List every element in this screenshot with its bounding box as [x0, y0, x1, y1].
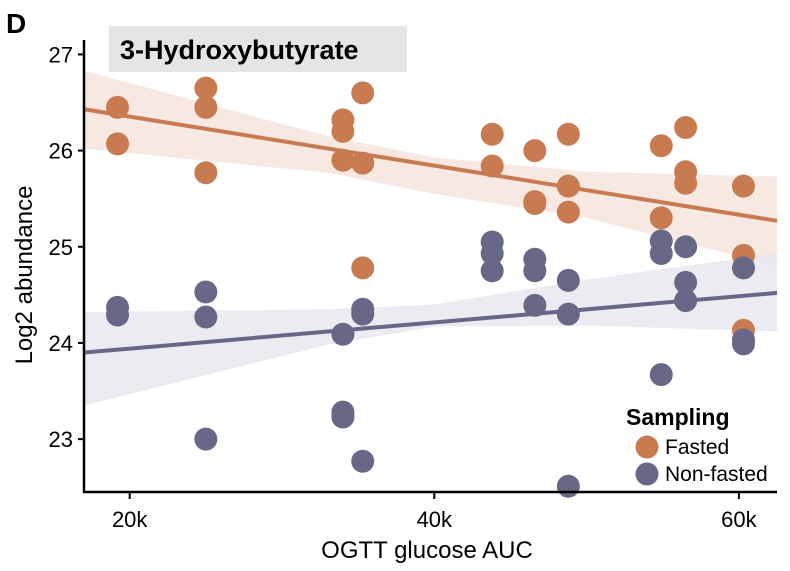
fasted-point [556, 200, 580, 224]
confidence-bands [84, 70, 777, 406]
plot-area [83, 70, 778, 498]
legend: Sampling Fasted Non-fasted [626, 404, 768, 486]
non-fasted-point [674, 235, 698, 259]
non-fasted-point [480, 241, 504, 265]
non-fasted-point [556, 268, 580, 292]
y-tick-label: 26 [49, 139, 73, 164]
non-fasted-point [106, 303, 130, 327]
y-tick-label: 23 [49, 427, 73, 452]
x-tick-label: 20k [112, 507, 148, 532]
fasted-point [106, 132, 130, 156]
y-axis-ticks: 23 24 25 26 27 [49, 42, 84, 452]
fasted-point [106, 95, 130, 119]
fasted-point [674, 171, 698, 195]
non-fasted-point [351, 302, 375, 326]
chart-title: 3-Hydroxybutyrate [120, 35, 359, 65]
fasted-legend-label: Fasted [665, 436, 729, 459]
fasted-point [351, 256, 375, 280]
fasted-point [523, 139, 547, 163]
data-points [106, 76, 755, 498]
non-fasted-point [731, 332, 755, 356]
fasted-point [194, 161, 218, 185]
non-fasted-regression-line [83, 290, 778, 355]
fasted-point [351, 81, 375, 105]
non-fasted-point [194, 427, 218, 451]
non-fasted-point [674, 270, 698, 294]
x-tick-label: 60k [721, 507, 757, 532]
non-fasted-legend-label: Non-fasted [665, 463, 768, 486]
non-fasted-point [331, 322, 355, 346]
fasted-point [351, 151, 375, 175]
non-fasted-point [556, 302, 580, 326]
non-fasted-point [194, 305, 218, 329]
y-tick-label: 24 [49, 331, 73, 356]
non-fasted-point [649, 363, 673, 387]
fasted-point [523, 191, 547, 215]
fasted-point [556, 122, 580, 146]
non-fasted-confidence-band [84, 253, 777, 406]
x-tick-label: 40k [417, 507, 453, 532]
y-tick-label: 25 [49, 235, 73, 260]
fasted-point [731, 174, 755, 198]
non-fasted-point [331, 405, 355, 429]
non-fasted-point [731, 256, 755, 280]
legend-items: Fasted Non-fasted [635, 435, 768, 486]
panel-letter: D [6, 8, 26, 39]
non-fasted-point [480, 259, 504, 283]
non-fasted-point [194, 280, 218, 304]
non-fasted-point [351, 449, 375, 473]
fasted-point [194, 76, 218, 100]
fasted-point [331, 148, 355, 172]
non-fasted-point [523, 293, 547, 317]
title-box [109, 26, 407, 72]
fasted-regression-line [83, 107, 778, 223]
x-axis-label: OGTT glucose AUC [321, 537, 533, 564]
fasted-point [674, 116, 698, 140]
fasted-confidence-band [84, 70, 777, 266]
fasted-point [649, 134, 673, 158]
non-fasted-point [556, 474, 580, 498]
non-fasted-legend-swatch [635, 462, 659, 486]
legend-title: Sampling [626, 404, 730, 430]
fasted-point [480, 122, 504, 146]
fasted-point [649, 206, 673, 230]
non-fasted-point [674, 289, 698, 313]
non-fasted-point [649, 241, 673, 265]
regression-lines [83, 107, 778, 355]
x-axis-ticks: 20k 40k 60k [112, 492, 758, 532]
y-axis-label: Log2 abundance [11, 186, 38, 365]
fasted-point [480, 154, 504, 178]
y-tick-label: 27 [49, 42, 73, 67]
fasted-point [194, 95, 218, 119]
fasted-point [331, 119, 355, 143]
fasted-legend-swatch [635, 435, 659, 459]
fasted-point [556, 174, 580, 198]
non-fasted-point [523, 259, 547, 283]
